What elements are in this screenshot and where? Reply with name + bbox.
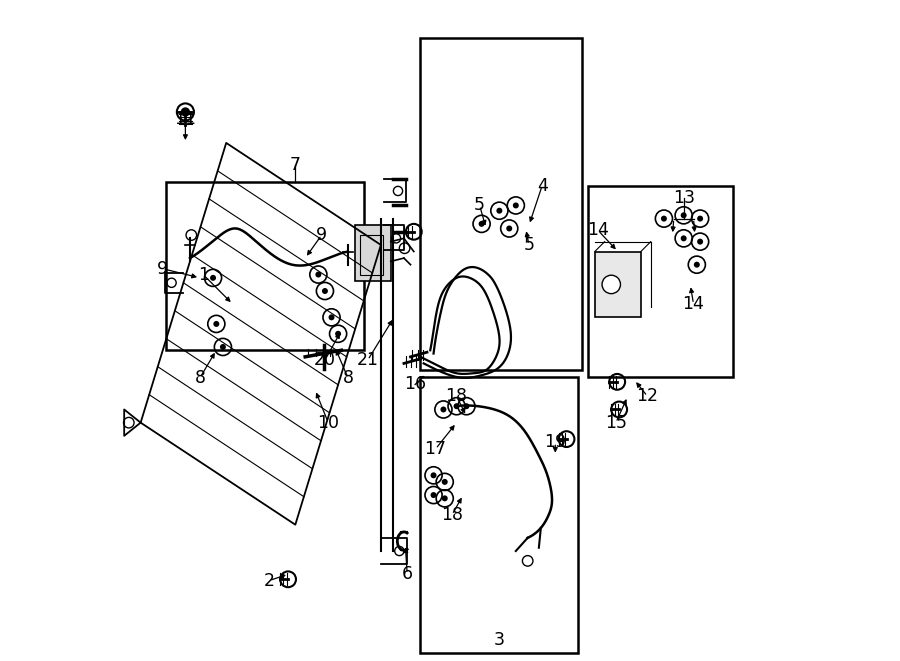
Text: 13: 13	[672, 188, 695, 206]
Circle shape	[442, 495, 447, 501]
Text: 18: 18	[446, 387, 468, 405]
Circle shape	[497, 208, 502, 214]
Circle shape	[602, 275, 620, 293]
Text: 17: 17	[425, 440, 446, 458]
Circle shape	[680, 235, 687, 241]
Text: 8: 8	[343, 369, 354, 387]
Text: 3: 3	[494, 631, 505, 649]
Circle shape	[220, 344, 226, 350]
Circle shape	[210, 275, 216, 281]
Circle shape	[322, 288, 328, 294]
Circle shape	[454, 403, 460, 409]
Circle shape	[513, 202, 518, 208]
Text: 5: 5	[524, 236, 535, 254]
Text: 10: 10	[317, 414, 339, 432]
Circle shape	[430, 492, 436, 498]
Circle shape	[440, 407, 446, 412]
Text: 9: 9	[316, 226, 328, 244]
Circle shape	[182, 108, 189, 116]
Text: 4: 4	[536, 176, 547, 195]
Bar	[420, 377, 579, 653]
Text: 8: 8	[194, 369, 205, 387]
Circle shape	[698, 239, 703, 245]
Circle shape	[661, 215, 667, 221]
Text: 6: 6	[401, 565, 413, 583]
Bar	[589, 186, 733, 377]
Text: 1: 1	[198, 266, 209, 284]
Circle shape	[694, 262, 700, 268]
Text: 14: 14	[587, 221, 609, 239]
Text: 9: 9	[157, 260, 168, 278]
Bar	[355, 225, 391, 281]
Text: 20: 20	[314, 351, 336, 369]
Bar	[595, 252, 641, 317]
Text: 5: 5	[474, 196, 485, 214]
Text: 12: 12	[636, 387, 659, 405]
Text: 14: 14	[682, 295, 705, 313]
Bar	[420, 38, 581, 370]
Circle shape	[479, 221, 484, 227]
Text: 21: 21	[356, 351, 379, 369]
Bar	[360, 235, 382, 274]
Circle shape	[328, 315, 335, 321]
Bar	[166, 182, 364, 350]
Circle shape	[430, 473, 436, 479]
Text: 15: 15	[605, 414, 627, 432]
Circle shape	[506, 225, 512, 231]
Circle shape	[213, 321, 220, 327]
Text: 11: 11	[175, 110, 196, 128]
Text: 19: 19	[544, 434, 566, 451]
Text: 18: 18	[441, 506, 463, 524]
Circle shape	[680, 212, 687, 218]
Text: 2: 2	[264, 572, 274, 590]
Circle shape	[698, 215, 703, 221]
Circle shape	[315, 272, 321, 278]
Text: 7: 7	[290, 155, 301, 174]
Circle shape	[442, 479, 447, 485]
Circle shape	[335, 330, 341, 337]
Text: 16: 16	[404, 375, 427, 393]
Circle shape	[464, 403, 470, 409]
